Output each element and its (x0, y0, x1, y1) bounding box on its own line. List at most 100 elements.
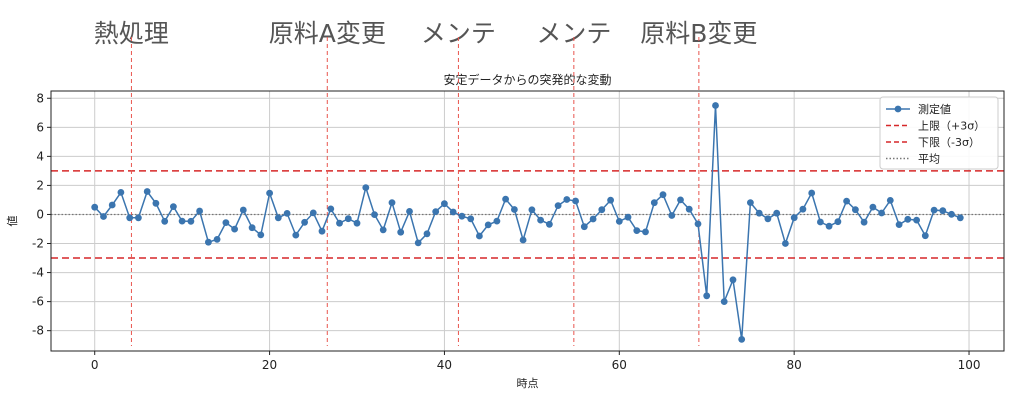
data-point (327, 205, 335, 213)
data-point (187, 217, 195, 225)
chart-title: 安定データからの突発的な変動 (443, 72, 611, 87)
data-point (318, 227, 326, 235)
data-point (720, 298, 728, 305)
data-point (615, 218, 623, 225)
event-lines (130, 37, 700, 346)
data-point (336, 219, 343, 227)
data-point (161, 217, 169, 225)
y-tick-label: -4 (32, 266, 44, 280)
data-point (397, 228, 405, 236)
x-tick-label: 20 (262, 358, 277, 372)
data-point (484, 221, 492, 229)
data-point (528, 206, 536, 214)
data-point (563, 196, 571, 203)
data-point (930, 206, 938, 214)
data-point (808, 189, 816, 197)
data-point (502, 195, 509, 203)
data-point (764, 215, 772, 223)
event-labels: 熱処理 原料A変更 メンテ メンテ 原料B変更 (94, 19, 758, 48)
data-point (126, 214, 134, 222)
data-point (860, 218, 868, 226)
data-point (309, 209, 317, 217)
reference-lines (51, 170, 1004, 259)
y-tick-label: -6 (32, 295, 44, 309)
plot-background (51, 91, 1004, 351)
data-point (677, 196, 684, 204)
data-point (493, 217, 501, 225)
data-point (607, 196, 614, 204)
data-point (956, 214, 964, 222)
event-label: メンテ (536, 19, 611, 48)
data-point (205, 238, 212, 246)
data-point (799, 205, 807, 213)
data-point (519, 236, 527, 244)
data-point (895, 221, 903, 229)
data-point (274, 214, 282, 222)
y-tick-label: 6 (36, 120, 44, 134)
legend-label: 下限（-3σ） (918, 136, 980, 149)
data-point (467, 215, 475, 223)
data-point (659, 191, 667, 199)
data-point (449, 208, 457, 216)
data-point (441, 200, 448, 208)
data-point (790, 214, 798, 222)
data-point (292, 231, 300, 239)
data-point (729, 276, 737, 284)
data-point (589, 215, 597, 223)
data-point (747, 199, 754, 207)
data-point (773, 209, 781, 217)
data-point (222, 219, 230, 227)
y-tick-label: -2 (32, 237, 44, 251)
data-point (248, 224, 256, 232)
data-point (91, 203, 99, 211)
data-point (904, 215, 912, 223)
data-point (301, 218, 308, 226)
event-label: 熱処理 (94, 19, 169, 48)
data-point (598, 206, 606, 214)
data-point (108, 201, 116, 209)
data-point (135, 214, 142, 222)
event-label: 原料B変更 (640, 19, 757, 48)
data-point (117, 189, 125, 196)
x-tick-label: 0 (91, 358, 99, 372)
data-point (283, 210, 291, 217)
y-tick-label: -8 (32, 324, 44, 338)
data-point (406, 208, 413, 215)
x-tick-label: 40 (437, 358, 452, 372)
data-point (231, 225, 239, 233)
data-point (414, 239, 422, 247)
data-point (554, 202, 562, 210)
data-point (423, 230, 431, 238)
data-point (353, 219, 361, 227)
y-tick-label: 4 (36, 149, 44, 163)
data-point (257, 231, 265, 239)
data-point (624, 213, 632, 221)
data-point (213, 236, 221, 243)
data-point (239, 206, 247, 214)
data-point (379, 226, 387, 234)
data-point (650, 199, 658, 207)
series-group (91, 102, 964, 343)
data-point (196, 207, 204, 215)
data-point (939, 207, 947, 215)
data-point (834, 218, 842, 226)
data-point (170, 203, 177, 211)
data-point (948, 210, 955, 218)
data-point (633, 227, 641, 235)
x-tick-label: 60 (612, 358, 627, 372)
legend-box (879, 96, 999, 170)
data-point (817, 218, 824, 226)
data-point (703, 292, 711, 300)
data-point (178, 217, 186, 225)
x-tick-label: 80 (787, 358, 802, 372)
data-point (878, 209, 885, 217)
plot-area (51, 91, 1004, 351)
series-line (94, 105, 961, 340)
y-tick-label: 0 (36, 207, 44, 221)
data-point (511, 206, 518, 213)
data-point (152, 199, 160, 207)
data-point (755, 209, 763, 217)
data-point (825, 222, 833, 230)
data-point (685, 205, 693, 213)
